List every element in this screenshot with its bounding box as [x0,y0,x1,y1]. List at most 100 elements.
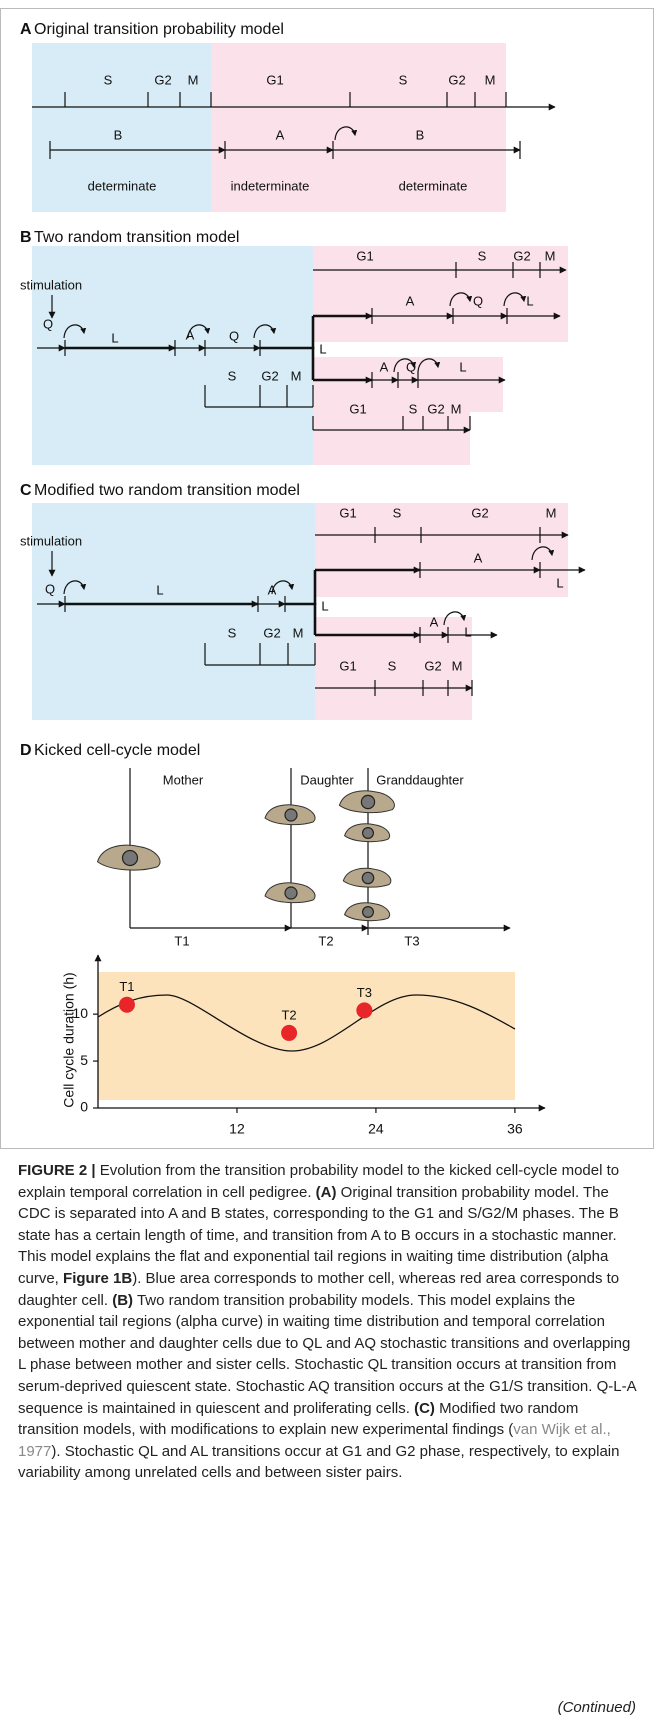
state-label: Q [229,328,239,343]
cell-nucleus [361,795,374,808]
phase-label: M [485,72,496,87]
state-label: A [276,127,285,142]
cell-nucleus [285,887,297,899]
region-label: indeterminate [231,178,310,193]
phase-label: S [388,658,397,673]
region-label: determinate [88,178,157,193]
panel-ref: (C) [414,1400,435,1417]
cell-nucleus [285,809,297,821]
state-label: L [321,598,328,613]
panel-title: Two random transition model [34,229,239,246]
point-label: T2 [281,1007,296,1022]
continued-note: (Continued) [558,1699,636,1716]
phase-label: G2 [154,72,171,87]
stimulation-label: stimulation [20,533,82,548]
state-label: B [114,127,123,142]
cell-nucleus [363,828,374,839]
phase-label: G2 [427,401,444,416]
state-label: A [474,550,483,565]
phase-label: M [188,72,199,87]
state-label: A [406,293,415,308]
panel-ref: (B) [112,1292,133,1309]
y-tick-label: 10 [72,1005,88,1021]
interval-label: T3 [404,933,419,948]
region-label: determinate [399,178,468,193]
phase-label: M [545,248,556,263]
phase-label: G1 [266,72,283,87]
state-label: L [156,582,163,597]
y-axis-label: Cell cycle duration (h) [61,972,77,1107]
phase-label: S [104,72,113,87]
interval-label: T2 [318,933,333,948]
phase-label: G2 [261,368,278,383]
phase-label: S [399,72,408,87]
phase-label: M [291,368,302,383]
point-label: T3 [357,985,372,1000]
y-tick-label: 5 [80,1052,88,1068]
phase-label: M [293,625,304,640]
point [119,997,135,1013]
caption-text: Two random transition probability models… [18,1292,636,1417]
phase-label: G1 [356,248,373,263]
panel-letter: D [20,742,32,759]
phase-label: S [228,625,237,640]
state-label: A [380,359,389,374]
caption-text: ). Stochastic QL and AL transitions occu… [18,1443,619,1482]
state-label: Q [45,581,55,596]
phase-label: M [546,505,557,520]
state-label: L [526,293,533,308]
figure-caption: FIGURE 2 | Evolution from the transition… [18,1160,638,1484]
phase-label: G2 [263,625,280,640]
panel-ref: (A) [316,1184,337,1201]
y-tick-label: 0 [80,1099,88,1115]
cell-nucleus [363,907,374,918]
phase-label: S [228,368,237,383]
point-label: T1 [119,979,134,994]
phase-label: G1 [339,658,356,673]
phase-label: G1 [349,401,366,416]
figure-ref[interactable]: Figure 1B [63,1270,132,1287]
phase-label: G2 [448,72,465,87]
panel-letter: C [20,482,32,499]
state-label: L [319,341,326,356]
x-tick-label: 12 [229,1121,245,1137]
point [356,1002,372,1018]
x-tick-label: 24 [368,1121,384,1137]
panel-title: Original transition probability model [34,21,284,38]
state-label: B [416,127,425,142]
phase-label: S [393,505,402,520]
generation-label: Mother [163,772,204,787]
generation-label: Daughter [300,772,354,787]
state-label: L [459,359,466,374]
daughter-area [313,412,470,465]
generation-label: Granddaughter [376,772,464,787]
panel-title: Modified two random transition model [34,482,300,499]
figure-label: FIGURE 2 | [18,1162,96,1179]
state-label: Q [473,293,483,308]
page: {"panels": { "A": {"letter": "A", "title… [0,0,654,1735]
phase-label: G2 [471,505,488,520]
state-label: Q [406,359,416,374]
x-tick-label: 36 [507,1121,523,1137]
panel-letter: B [20,229,32,246]
state-label: L [111,330,118,345]
state-label: Q [43,316,53,331]
state-label: L [464,624,471,639]
phase-label: G2 [513,248,530,263]
stimulation-label: stimulation [20,277,82,292]
cell-nucleus [362,872,373,883]
state-label: A [430,614,439,629]
panel-title: Kicked cell-cycle model [34,742,200,759]
point [281,1025,297,1041]
phase-label: G1 [339,505,356,520]
phase-label: G2 [424,658,441,673]
phase-label: M [452,658,463,673]
panel-letter: A [20,21,32,38]
interval-label: T1 [174,933,189,948]
plot-area [98,972,515,1100]
phase-label: S [478,248,487,263]
state-label: L [556,575,563,590]
phase-label: S [409,401,418,416]
cell-nucleus [123,851,138,866]
